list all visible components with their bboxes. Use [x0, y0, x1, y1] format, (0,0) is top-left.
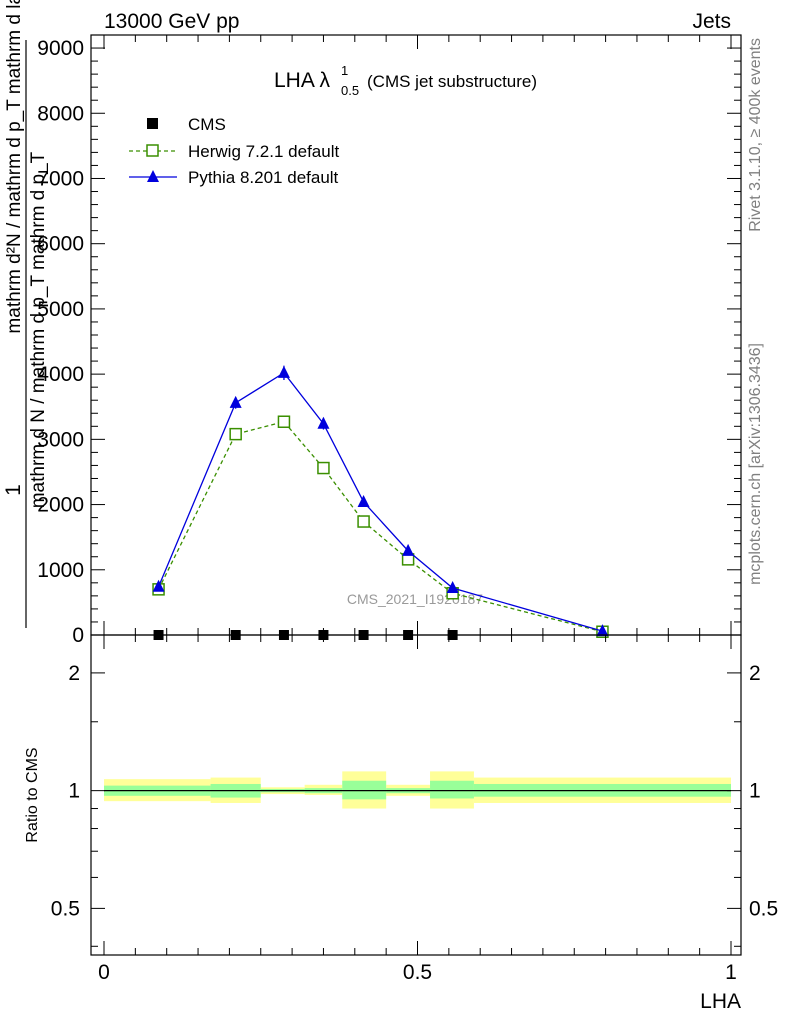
x-tick-label: 0.5 — [403, 961, 432, 984]
plot-title-sup: 1 — [341, 63, 348, 78]
herwig-marker — [317, 461, 330, 475]
pythia-marker — [446, 581, 459, 594]
ratio-plot-frame — [90, 634, 742, 956]
y-tick-label: 0 — [72, 624, 84, 647]
y-label-numerator: 1 — [2, 484, 25, 496]
ratio-y-tick-label-right: 1 — [749, 780, 761, 803]
ratio-inner-band — [430, 780, 474, 799]
header-right: Jets — [692, 10, 731, 33]
pythia-marker — [596, 624, 609, 637]
x-tick-label: 1 — [725, 961, 737, 984]
y-tick-label: 7000 — [37, 167, 84, 190]
rivet-version-label: Rivet 3.1.10, ≥ 400k events — [747, 38, 764, 232]
y-tick-label: 9000 — [37, 37, 84, 60]
pythia-line — [157, 371, 603, 632]
pythia-marker — [357, 494, 370, 507]
y-tick-label: 2000 — [37, 494, 84, 517]
plot-title: LHA λ 1 0.5 (CMS jet substructure) — [274, 63, 537, 98]
svg-text:LHA λ: LHA λ — [274, 69, 331, 92]
y-tick-label: 5000 — [37, 298, 84, 321]
y-tick-label: 6000 — [37, 233, 84, 256]
y-tick-label: 3000 — [37, 428, 84, 451]
ratio-y-tick-label-right: 0.5 — [749, 897, 778, 920]
header-left: 13000 GeV pp — [104, 10, 239, 33]
y-tick-label: 1000 — [37, 559, 84, 582]
legend-label: Herwig 7.2.1 default — [188, 142, 339, 161]
legend-cms-marker — [147, 118, 158, 129]
lower-axis-ticks: 0.5 0.5 1 1 2 2 0 0.5 1 — [51, 635, 778, 984]
y-label-denominator: mathrm d N / mathrm d p_T mathrm d p_T — [28, 151, 49, 508]
herwig-marker — [277, 415, 291, 428]
ratio-bands — [104, 771, 731, 809]
legend-label: CMS — [188, 115, 226, 134]
plot-title-main: LHA λ — [274, 69, 331, 92]
herwig-marker — [357, 515, 370, 528]
x-tick-label: 0 — [98, 961, 110, 984]
upper-axis-ticks: 0 1000 2000 3000 4000 5000 6000 7000 8000 9000 — [37, 35, 741, 647]
y-tick-label: 4000 — [37, 363, 84, 386]
ratio-y-label: Ratio to CMS — [24, 747, 41, 842]
ratio-y-tick-label-right: 2 — [749, 662, 761, 685]
plot-title-note: (CMS jet substructure) — [367, 72, 537, 91]
ratio-y-tick-label: 0.5 — [51, 897, 80, 920]
mcplots-label: mcplots.cern.ch [arXiv:1306.3436] — [747, 343, 764, 585]
ratio-y-tick-label: 1 — [68, 780, 80, 803]
legend-label: Pythia 8.201 default — [188, 168, 339, 187]
x-axis-label: LHA — [700, 990, 741, 1013]
plot-title-sub: 0.5 — [341, 83, 359, 98]
legend-herwig-marker — [146, 144, 159, 157]
pythia-marker — [152, 579, 165, 592]
pythia-marker — [229, 395, 242, 408]
herwig-marker — [229, 427, 242, 441]
legend-pythia-marker — [147, 170, 159, 182]
pythia-marker — [277, 365, 290, 378]
y-axis-label: 1 mathrm d N / mathrm d p_T mathrm d p_T… — [2, 0, 49, 628]
pythia-marker — [317, 416, 330, 429]
y-tick-label: 8000 — [37, 102, 84, 125]
analysis-watermark: CMS_2021_I1920187 — [347, 591, 483, 607]
herwig-line — [157, 421, 603, 633]
pythia-marker — [402, 543, 415, 556]
ratio-y-tick-label: 2 — [68, 662, 80, 685]
y-label-derivative: mathrm d²N / mathrm d p_T mathrm d lambd… — [4, 0, 25, 334]
legend: CMS Herwig 7.2.1 default Pythia 8.201 defa… — [129, 115, 339, 187]
